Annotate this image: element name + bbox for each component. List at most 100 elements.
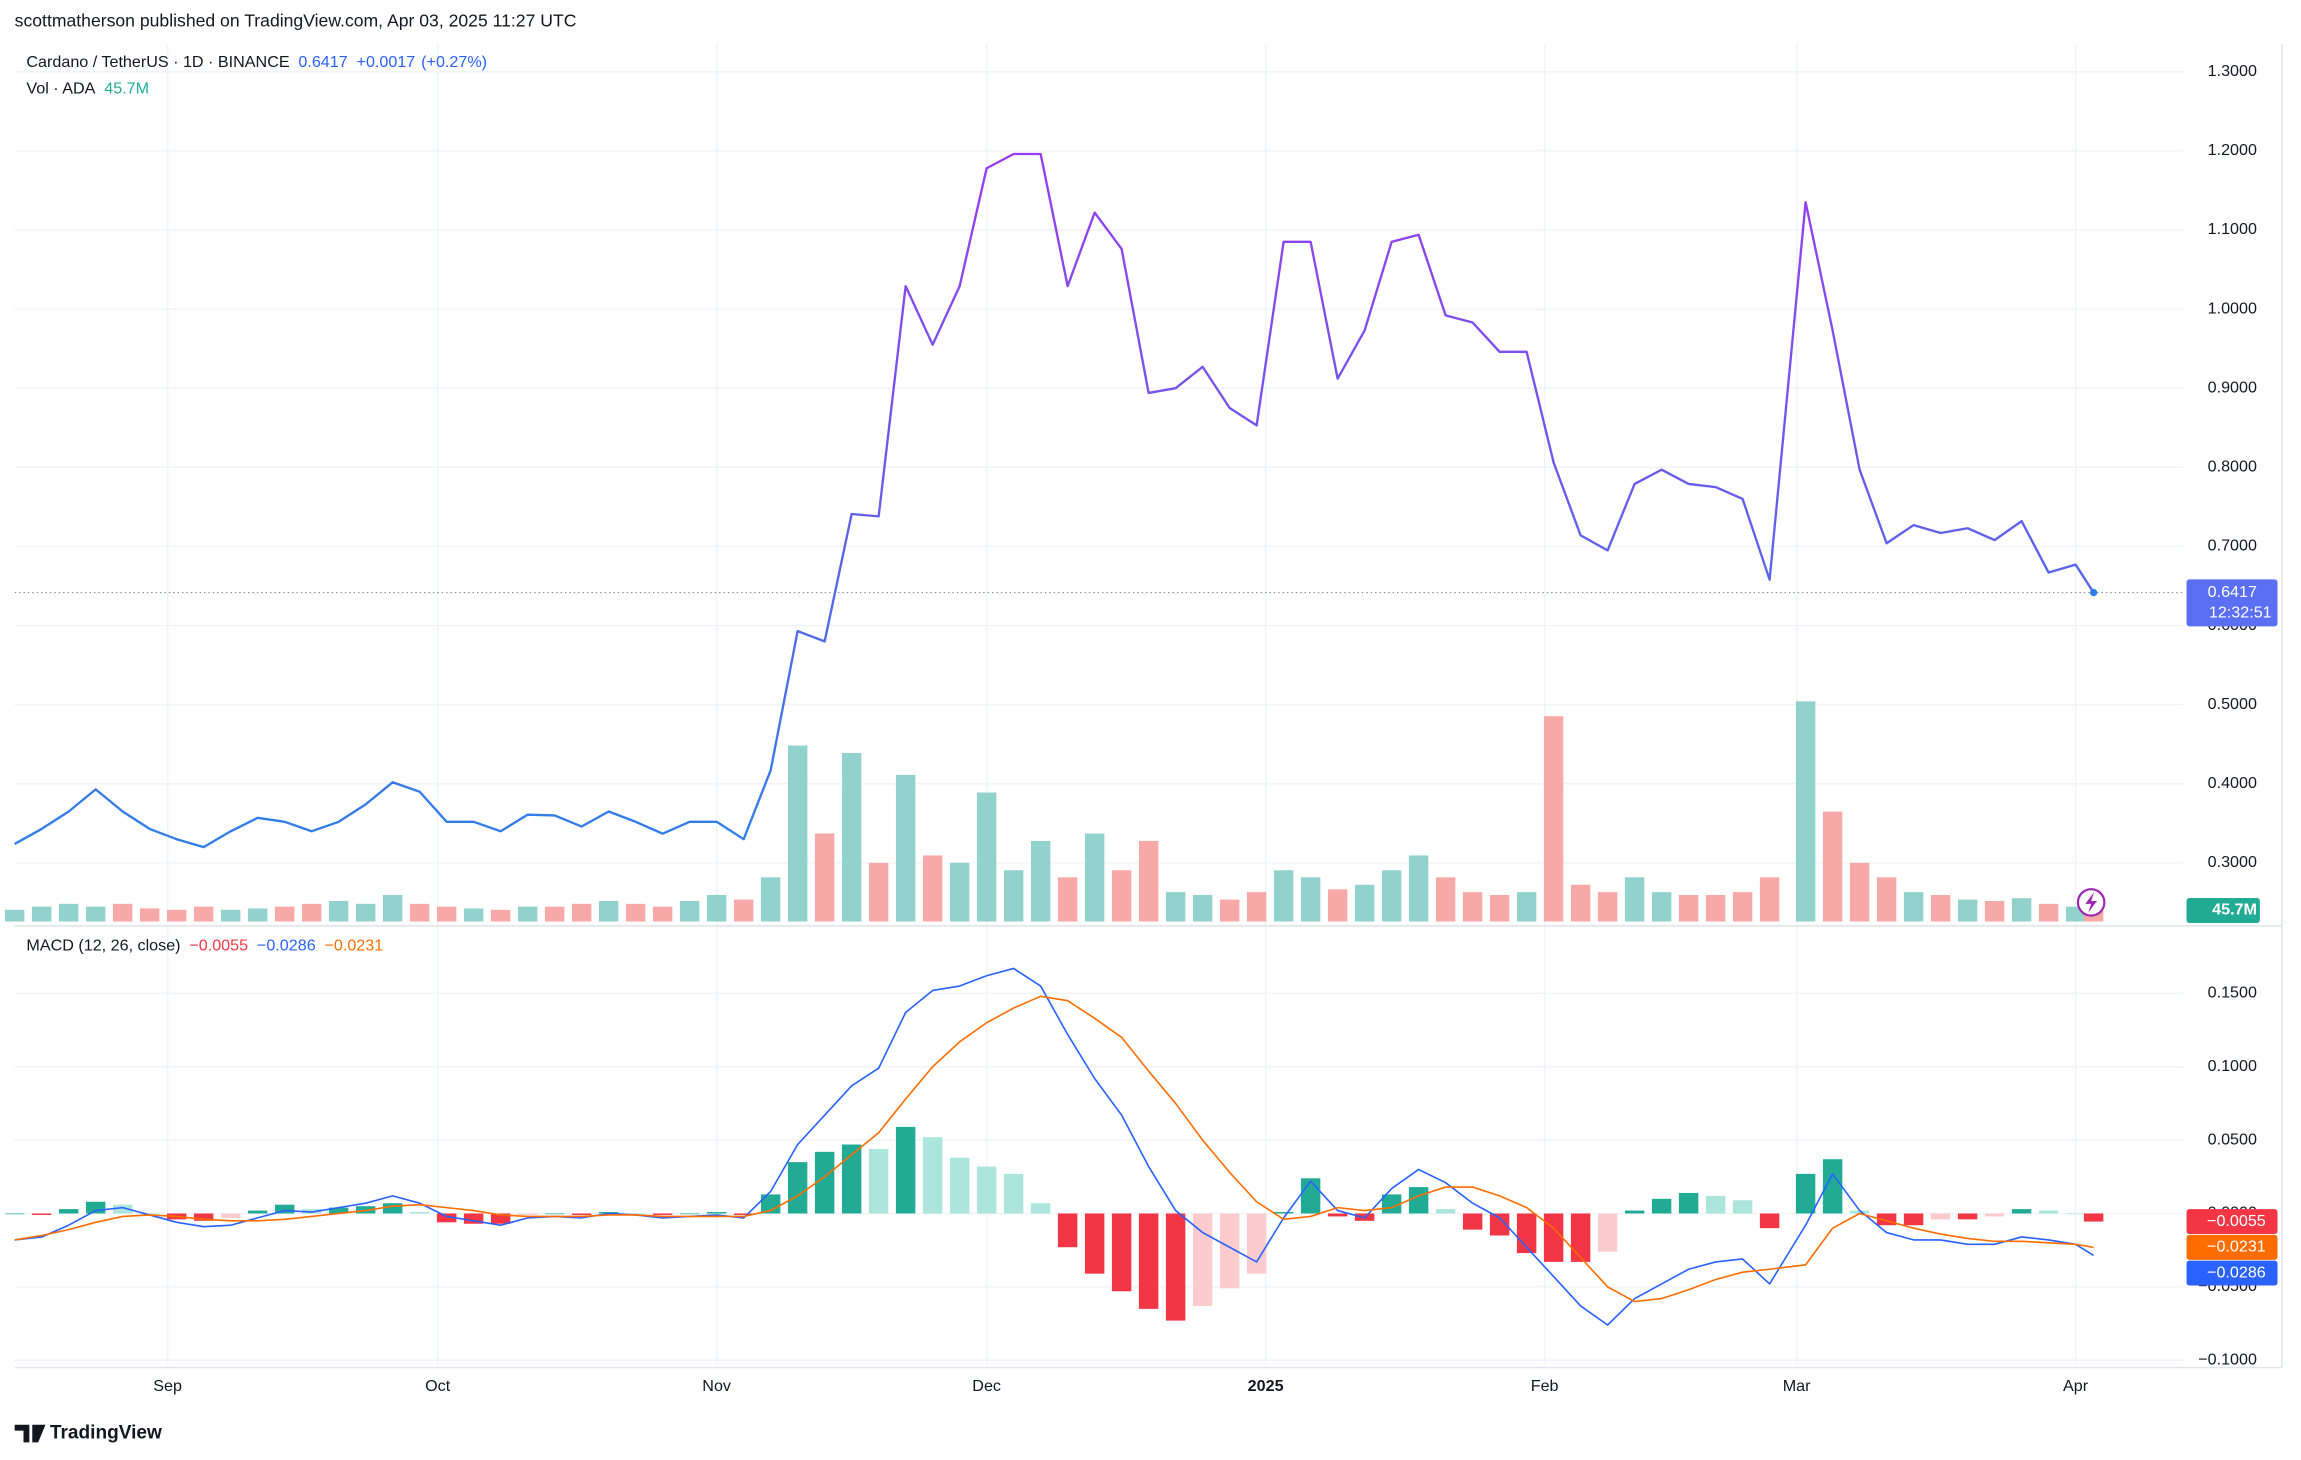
volume-title: Vol · ADA [26,80,95,98]
volume-bar [1057,877,1078,922]
histogram-bar [544,1213,565,1215]
histogram-bar [1651,1198,1672,1214]
last-price-dot [2089,588,2098,597]
volume-bar [1543,716,1564,922]
volume-bar [1111,870,1132,922]
histogram-bar [1462,1213,1483,1230]
y-tick-label: 0.3000 [2208,853,2257,871]
volume-bar [328,900,349,922]
volume-bar [1300,877,1321,922]
volume-bar [625,903,646,922]
histogram-bar [1246,1213,1267,1274]
volume-bar [247,908,268,922]
x-tick-label: Oct [425,1377,451,1395]
volume-bar [193,906,214,922]
histogram-bar [706,1212,727,1214]
x-tick-label: 2025 [1248,1377,1284,1395]
y-tick-label: 1.1000 [2208,220,2257,238]
change: +0.0017 [357,53,416,71]
histogram-bar [1003,1173,1024,1214]
histogram-bar [85,1201,106,1214]
volume-bar [1462,892,1483,922]
volume-bar [949,862,970,922]
volume-bar [1984,900,2005,922]
macd-line [14,995,2094,1303]
volume-bar [1930,894,1951,922]
histogram-bar [1327,1213,1348,1217]
macd-badge [2186,1234,2278,1260]
histogram-bar [247,1210,268,1214]
histogram-bar [1273,1212,1294,1214]
volume-bar [355,903,376,922]
volume-bar [4,909,25,922]
macd-badge-label: −0.0055 [2207,1212,2266,1230]
alert-icon[interactable] [2076,888,2106,917]
volume-bar [1354,884,1375,922]
x-tick-label: Apr [2063,1377,2089,1395]
volume-bar [1876,877,1897,922]
histogram-bar [409,1212,430,1214]
histogram-bar [1408,1187,1429,1214]
volume-bar [1165,892,1186,922]
histogram-bar [625,1213,646,1215]
volume-bar [1435,877,1456,922]
histogram-bar [868,1148,889,1214]
histogram-bar [1138,1213,1159,1309]
y-tick-label: 0.0500 [2208,1130,2257,1148]
histogram-bar [1570,1213,1591,1262]
price-badge [2186,579,2278,627]
volume-bar [409,903,430,922]
histogram-bar [2011,1209,2032,1214]
volume-bar [733,899,754,922]
histogram-bar [1822,1159,1843,1214]
histogram-bar [2083,1213,2104,1222]
x-tick-label: Sep [153,1377,182,1395]
volume-bar [760,877,781,922]
macd-badge [2186,1209,2278,1235]
histogram-bar [679,1213,700,1215]
volume-bar [166,909,187,922]
x-tick-label: Feb [1531,1377,1559,1395]
volume-bar [436,906,457,922]
volume-bar [922,855,943,922]
volume-bar [1084,833,1105,922]
histogram-bar [1489,1213,1510,1236]
volume-bar [490,909,511,922]
price-legend: Cardano / TetherUS · 1D · BINANCE 0.6417 +… [26,53,487,71]
macd-badge-label: −0.0286 [2207,1263,2266,1281]
footer-brand: TradingView [50,1423,162,1444]
y-tick-label: 1.2000 [2208,141,2257,159]
histogram-bar [436,1213,457,1223]
volume-bar [841,752,862,922]
macd-legend: MACD (12, 26, close) −0.0055 −0.0286 −0.023… [26,937,383,955]
volume-bar [2011,898,2032,922]
volume-bar [1651,892,1672,922]
volume-bar [1516,892,1537,922]
volume-bar [1597,892,1618,922]
histogram-bar [463,1213,484,1224]
histogram-bar [1876,1213,1897,1226]
histogram-bar [895,1126,916,1214]
histogram-bar [652,1213,673,1215]
y-tick-label: 1.3000 [2208,62,2257,80]
histogram-bar [1984,1213,2005,1217]
histogram-bar [1084,1213,1105,1274]
histogram-bar [1849,1210,1870,1214]
histogram-bar [1435,1209,1456,1214]
volume-bar [868,862,889,922]
histogram-bar [1678,1192,1699,1214]
volume-bar [598,900,619,922]
histogram-bar [1930,1213,1951,1220]
volume-bar [301,903,322,922]
volume-bar [1003,870,1024,922]
volume-bar [679,900,700,922]
histogram-bar [1057,1213,1078,1248]
histogram-bar [1111,1213,1132,1292]
histogram-bar [1795,1173,1816,1214]
volume-bar [544,906,565,922]
volume-bar [1795,701,1816,922]
volume-badge-label: 45.7M [2212,901,2257,919]
volume-bar [1903,892,1924,922]
y-tick-label: 0.8000 [2208,458,2257,476]
histogram-bar [274,1204,295,1214]
